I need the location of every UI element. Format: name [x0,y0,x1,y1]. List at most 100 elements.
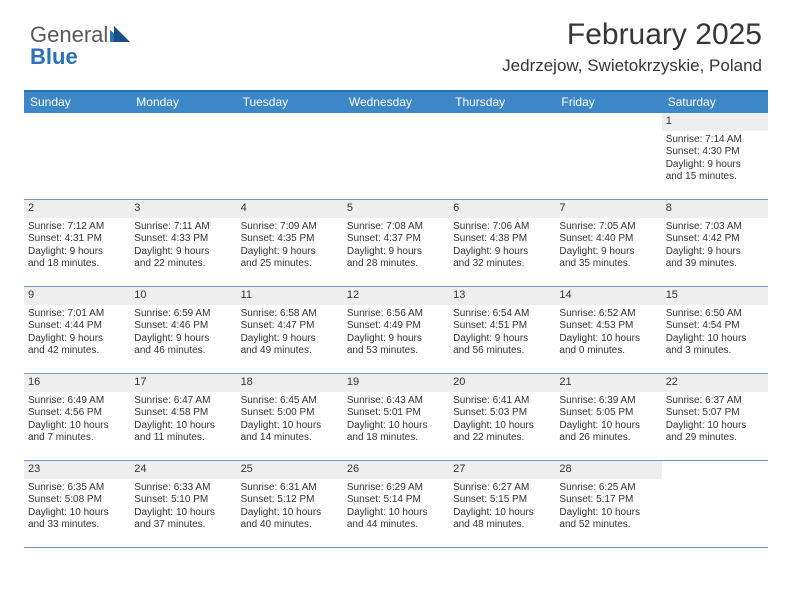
day-info: and 29 minutes. [666,432,764,445]
dow-cell: Friday [555,92,661,113]
logo: General Blue [30,18,130,68]
day-info: Daylight: 10 hours [453,507,551,520]
day-cell: 19Sunrise: 6:43 AMSunset: 5:01 PMDayligh… [343,374,449,460]
day-info: Sunrise: 6:45 AM [241,395,339,408]
location: Jedrzejow, Swietokrzyskie, Poland [502,56,762,76]
day-info: Sunset: 5:10 PM [134,494,232,507]
day-info: Daylight: 9 hours [241,246,339,259]
day-info: and 18 minutes. [347,432,445,445]
day-number: 11 [237,287,343,305]
day-info: Sunset: 5:07 PM [666,407,764,420]
dow-cell: Saturday [662,92,768,113]
day-info: Sunrise: 7:09 AM [241,221,339,234]
dow-cell: Wednesday [343,92,449,113]
dow-cell: Thursday [449,92,555,113]
day-info: Sunrise: 6:59 AM [134,308,232,321]
logo-triangle-icon [110,24,130,46]
day-info: Sunset: 4:54 PM [666,320,764,333]
day-info: and 11 minutes. [134,432,232,445]
day-info: and 22 minutes. [134,258,232,271]
dow-cell: Tuesday [237,92,343,113]
day-number: 24 [130,461,236,479]
day-info: Daylight: 9 hours [134,246,232,259]
day-info: Sunset: 5:00 PM [241,407,339,420]
day-info: Sunset: 4:49 PM [347,320,445,333]
dow-row: SundayMondayTuesdayWednesdayThursdayFrid… [24,92,768,113]
day-info: and 18 minutes. [28,258,126,271]
day-info: and 0 minutes. [559,345,657,358]
day-cell [24,113,130,199]
day-cell [130,113,236,199]
day-info: Sunrise: 6:56 AM [347,308,445,321]
day-info: Daylight: 10 hours [453,420,551,433]
day-cell: 25Sunrise: 6:31 AMSunset: 5:12 PMDayligh… [237,461,343,547]
day-info: and 42 minutes. [28,345,126,358]
day-info: and 26 minutes. [559,432,657,445]
week-row: 2Sunrise: 7:12 AMSunset: 4:31 PMDaylight… [24,200,768,287]
day-info: Sunset: 4:44 PM [28,320,126,333]
day-info: and 25 minutes. [241,258,339,271]
day-info: and 7 minutes. [28,432,126,445]
day-info: Sunrise: 6:27 AM [453,482,551,495]
day-info: Daylight: 9 hours [347,333,445,346]
day-number: 19 [343,374,449,392]
week-row: 1Sunrise: 7:14 AMSunset: 4:30 PMDaylight… [24,113,768,200]
week-row: 9Sunrise: 7:01 AMSunset: 4:44 PMDaylight… [24,287,768,374]
day-info: and 15 minutes. [666,171,764,184]
day-cell: 13Sunrise: 6:54 AMSunset: 4:51 PMDayligh… [449,287,555,373]
logo-text: General Blue [30,24,130,68]
day-info: Sunset: 4:53 PM [559,320,657,333]
day-info: Daylight: 9 hours [559,246,657,259]
month-title: February 2025 [502,18,762,52]
day-number: 12 [343,287,449,305]
day-cell: 14Sunrise: 6:52 AMSunset: 4:53 PMDayligh… [555,287,661,373]
day-info: Sunset: 4:56 PM [28,407,126,420]
day-number: 7 [555,200,661,218]
day-info: and 3 minutes. [666,345,764,358]
day-info: Sunset: 4:31 PM [28,233,126,246]
day-info: Sunset: 4:37 PM [347,233,445,246]
day-number: 25 [237,461,343,479]
day-info: and 48 minutes. [453,519,551,532]
day-cell: 23Sunrise: 6:35 AMSunset: 5:08 PMDayligh… [24,461,130,547]
day-info: Sunrise: 6:37 AM [666,395,764,408]
day-number: 5 [343,200,449,218]
day-info: Daylight: 10 hours [134,507,232,520]
day-info: Daylight: 10 hours [559,507,657,520]
day-cell: 5Sunrise: 7:08 AMSunset: 4:37 PMDaylight… [343,200,449,286]
day-info: Sunrise: 6:50 AM [666,308,764,321]
header: General Blue February 2025 Jedrzejow, Sw… [0,0,792,84]
day-cell: 2Sunrise: 7:12 AMSunset: 4:31 PMDaylight… [24,200,130,286]
day-info: Sunset: 4:58 PM [134,407,232,420]
day-info: Sunset: 4:38 PM [453,233,551,246]
day-info: and 46 minutes. [134,345,232,358]
day-cell: 21Sunrise: 6:39 AMSunset: 5:05 PMDayligh… [555,374,661,460]
day-info: Daylight: 9 hours [347,246,445,259]
day-number: 4 [237,200,343,218]
day-info: Daylight: 9 hours [453,333,551,346]
day-info: and 33 minutes. [28,519,126,532]
day-info: and 14 minutes. [241,432,339,445]
day-cell: 1Sunrise: 7:14 AMSunset: 4:30 PMDaylight… [662,113,768,199]
day-cell: 4Sunrise: 7:09 AMSunset: 4:35 PMDaylight… [237,200,343,286]
day-info: Daylight: 10 hours [241,420,339,433]
day-cell: 9Sunrise: 7:01 AMSunset: 4:44 PMDaylight… [24,287,130,373]
dow-cell: Monday [130,92,236,113]
day-info: Sunrise: 6:58 AM [241,308,339,321]
day-info: and 28 minutes. [347,258,445,271]
day-info: Sunset: 5:12 PM [241,494,339,507]
day-info: Sunrise: 7:03 AM [666,221,764,234]
day-info: Daylight: 9 hours [666,159,764,172]
day-info: Sunrise: 6:49 AM [28,395,126,408]
day-number: 2 [24,200,130,218]
day-info: Sunrise: 7:11 AM [134,221,232,234]
day-info: Sunrise: 6:33 AM [134,482,232,495]
day-number: 20 [449,374,555,392]
day-info: Sunrise: 6:41 AM [453,395,551,408]
day-info: and 22 minutes. [453,432,551,445]
week-row: 16Sunrise: 6:49 AMSunset: 4:56 PMDayligh… [24,374,768,461]
day-info: Sunrise: 6:47 AM [134,395,232,408]
day-cell: 12 Sunrise: 6:56 AMSunset: 4:49 PMDayligh… [343,287,449,373]
day-info: Sunset: 4:30 PM [666,146,764,159]
day-info: Sunset: 5:05 PM [559,407,657,420]
